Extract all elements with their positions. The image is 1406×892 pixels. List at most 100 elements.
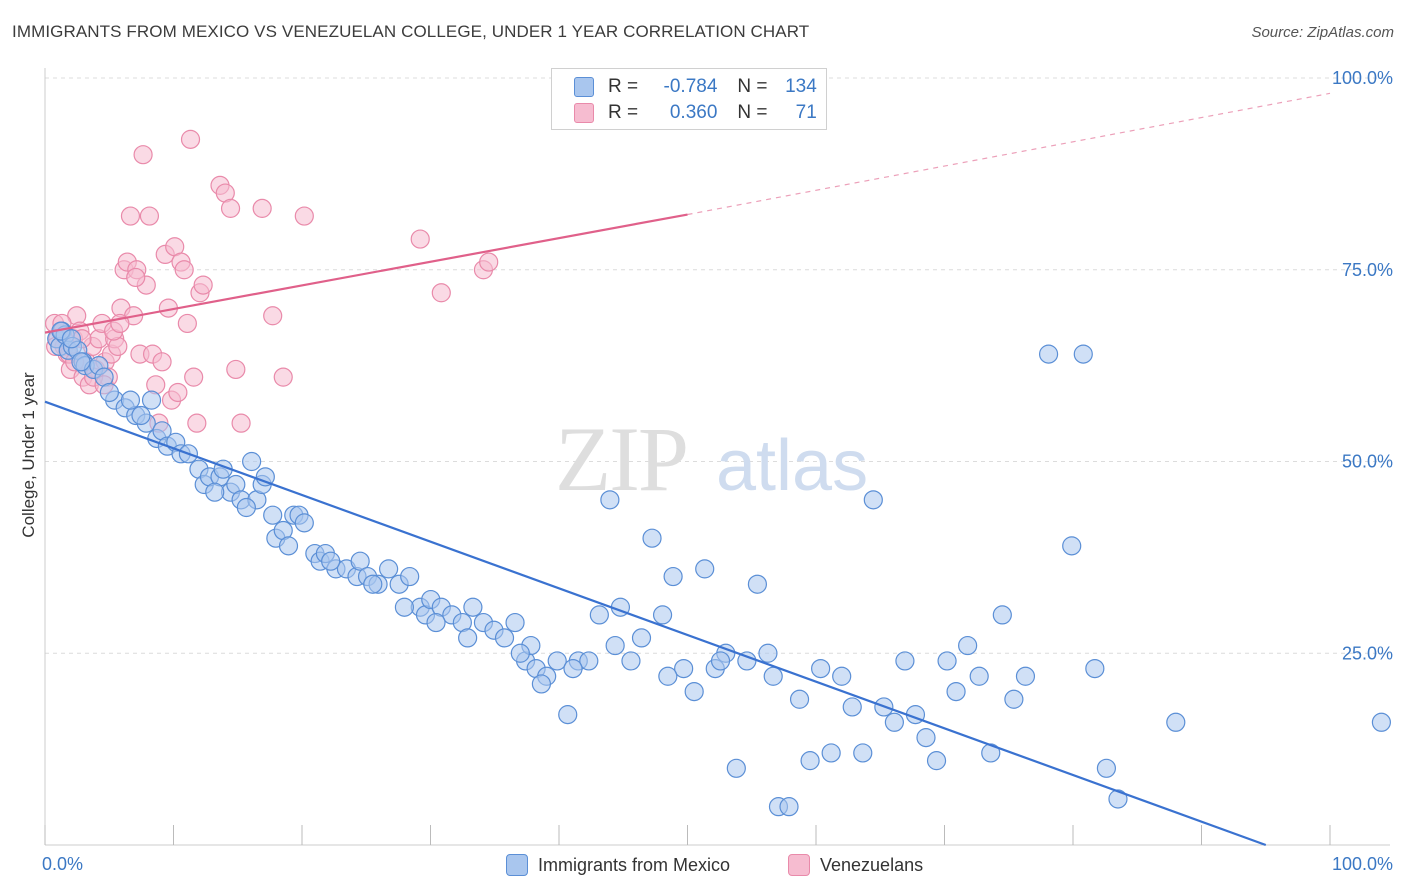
legend-r-label: R = [608,76,639,97]
bottom-legend-mexico[interactable]: Immigrants from Mexico [506,852,730,878]
mexico-point [1166,712,1186,732]
tick-labels: 25.0% 50.0% 75.0% 100.0% 0.0% 100.0% [42,68,1393,874]
legend-r-value: 0.360 [669,102,718,123]
mexico-point [1108,789,1128,809]
mexico-point [1085,658,1105,679]
mexico-point [1096,758,1117,778]
mexico-point [969,666,989,686]
venezuelan-point [263,306,283,326]
mexico-point [884,712,904,732]
mexico-point [255,467,275,487]
mexico-point [958,635,978,656]
mexico-point [505,612,525,633]
chart-title: IMMIGRANTS FROM MEXICO VS VENEZUELAN COL… [12,22,810,41]
bottom-legend-swatch-pink [788,854,810,876]
source-label: Source: ZipAtlas.com [1251,24,1394,41]
mexico-point [695,559,715,579]
y-axis-label: College, Under 1 year [19,372,38,538]
mexico-point [658,666,678,686]
legend-n-label: N = [737,76,768,97]
mexico-point [71,352,91,372]
venezuelan-point [152,352,172,372]
y-tick-label: 75.0% [1342,260,1393,280]
y-tick-label: 100.0% [1332,68,1393,88]
mexico-point [946,681,966,702]
y-tick-label: 50.0% [1342,452,1393,472]
mexico-point [321,551,341,571]
mexico-point [621,651,641,671]
mexico-point [131,405,151,426]
mexico-point [779,797,799,817]
legend-r-label: R = [608,102,639,123]
legend-swatch-pink [574,103,594,123]
mexico-point [242,451,262,472]
bottom-legend-swatch-blue [506,854,528,876]
mexico-point [400,566,420,587]
mexico-point [684,681,704,702]
mexico-point [663,566,683,587]
mexico-point [579,651,599,671]
bottom-legend-venezuelans[interactable]: Venezuelans [788,852,923,878]
mexico-point [981,743,1001,763]
mexico-point [263,505,283,525]
y-tick-label: 25.0% [1342,643,1393,663]
gridlines [45,77,1390,654]
mexico-point [61,329,82,349]
mexico-point [458,628,478,648]
mexico-point [642,528,662,548]
venezuelan-point [431,283,451,303]
mexico-point [563,658,583,679]
mexico-point [1015,666,1036,686]
mexico-point [631,628,652,648]
mexico-point [463,597,483,617]
mexico-point [99,382,119,403]
legend-row-venezuelans: R = 0.360 N = 71 [574,101,817,125]
mexico-point [1004,689,1024,709]
mexico-point [652,605,673,625]
mexico-point [531,674,551,694]
mexico-point [394,597,415,617]
mexico-point [763,666,783,686]
venezuelan-point [184,367,204,387]
bottom-legend-label-mexico: Immigrants from Mexico [538,854,731,875]
venezuelan-point [139,206,160,226]
mexico-point [120,390,141,410]
venezuelan-point [174,260,194,280]
mexico-point [1073,344,1093,364]
mexico-point [236,497,256,518]
mexico-point [992,605,1012,625]
watermark-atlas: atlas [716,426,868,506]
mexico-point [141,390,162,410]
mexico-point [853,743,873,763]
venezuelan-point [252,198,272,218]
legend-r-value: -0.784 [663,76,718,97]
axes [44,68,1390,846]
mexico-point [589,605,609,625]
venezuelan-point [479,252,499,272]
mexico-point [350,551,370,571]
venezuelan-point [168,382,188,403]
legend-row-mexico: R = -0.784 N = 134 [574,75,817,99]
mexico-point [758,643,778,663]
venezuelan-point [177,313,197,334]
venezuelan-point [126,267,146,288]
mexico-trend-line [44,400,1267,847]
mexico-point [789,689,810,709]
mexico-point [278,536,299,556]
x-tick-label: 0.0% [42,854,83,874]
mexico-point [726,758,746,778]
mexico-point [811,658,831,679]
venezuelan-trend-line [44,213,688,334]
trend-lines [44,92,1331,847]
mexico-point [747,574,768,594]
mexico-points [47,321,1392,817]
mexico-point [832,666,852,686]
venezuelan-point [410,229,430,249]
venezuelan-point [231,413,251,433]
mexico-point [600,490,620,510]
mexico-point [205,482,225,502]
mexico-point [916,728,936,748]
legend-n-label: N = [737,102,768,123]
mexico-point [710,651,731,671]
